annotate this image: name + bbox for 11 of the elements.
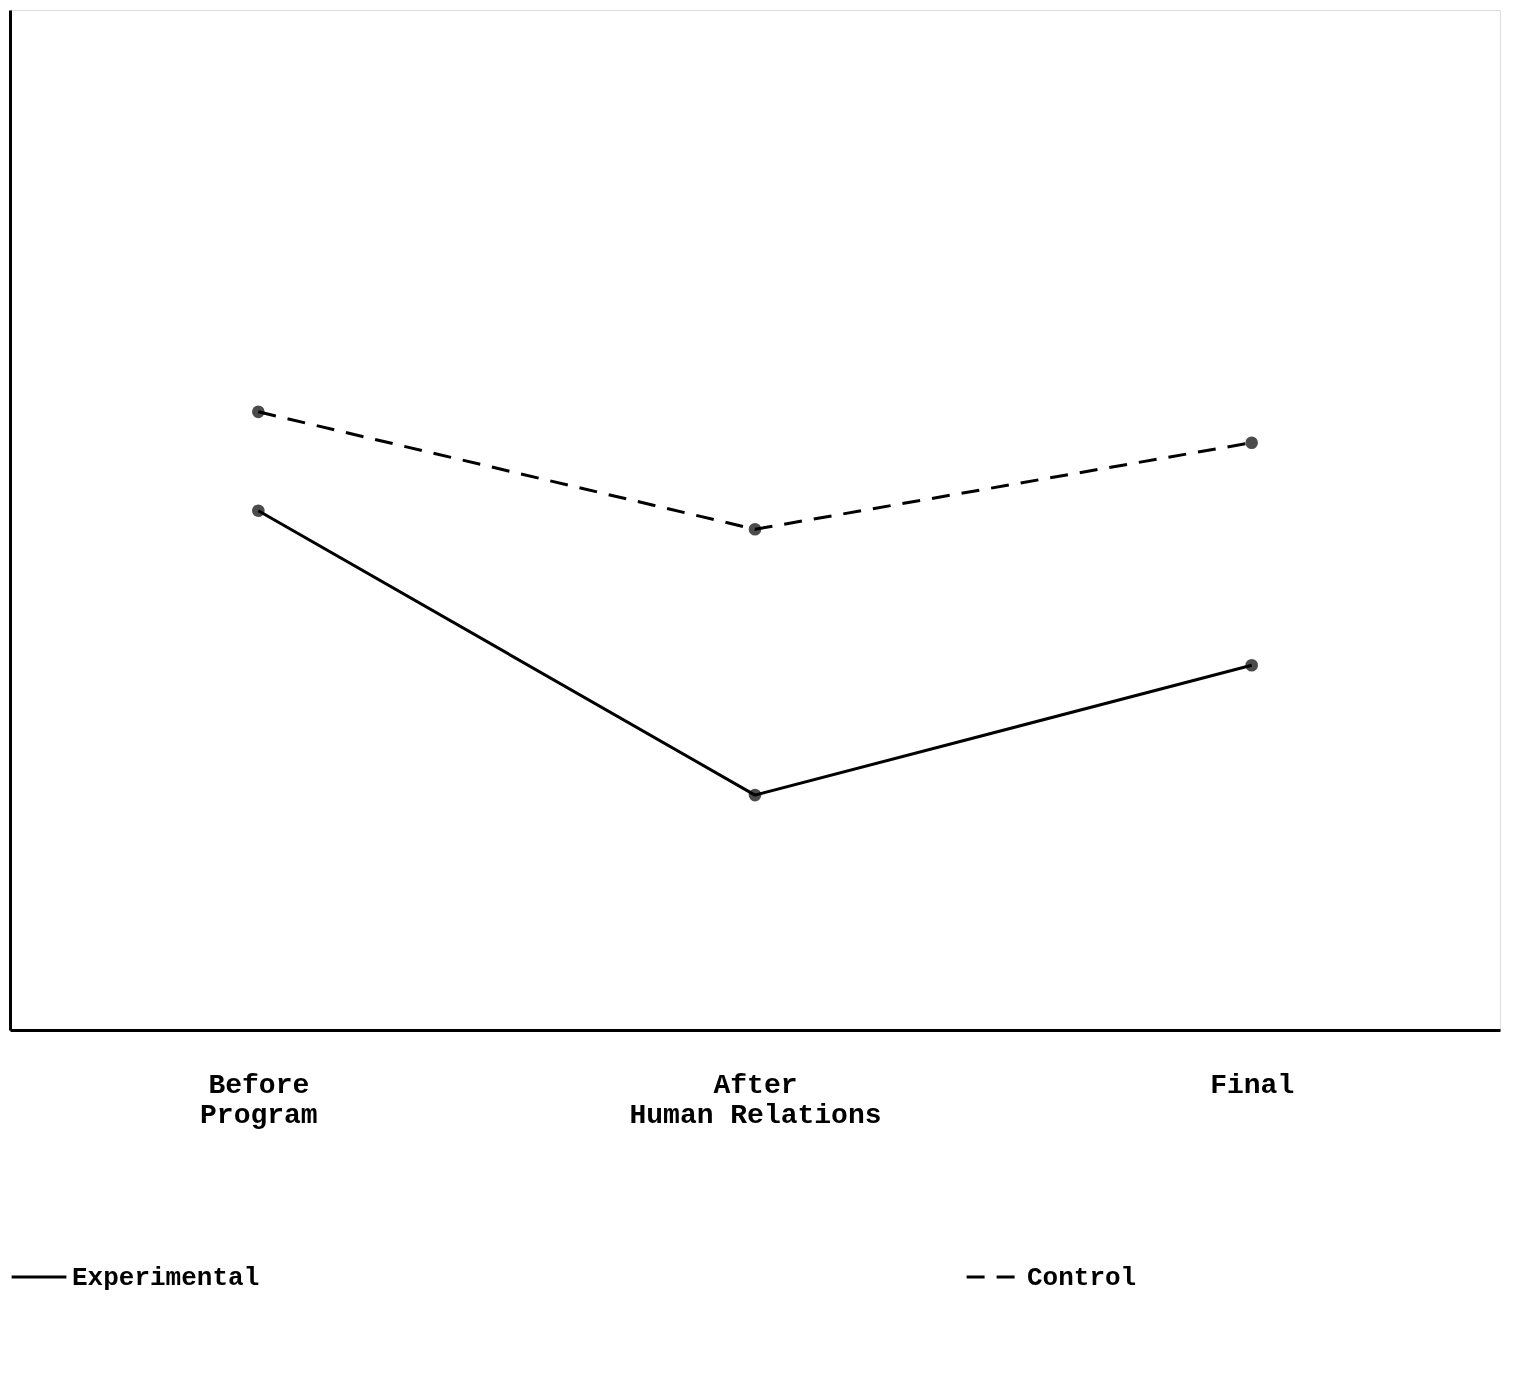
point	[748, 522, 762, 536]
point	[252, 504, 265, 518]
x-tick-label: Final	[1210, 1069, 1295, 1101]
legend-label: Experimental	[72, 1263, 260, 1293]
point	[748, 788, 762, 802]
point	[1245, 436, 1258, 450]
x-tick-label: After Human Relations	[629, 1069, 882, 1131]
point	[252, 405, 265, 419]
legend-label: Control	[1027, 1263, 1137, 1293]
point	[1245, 658, 1258, 672]
x-tick-label: Before Program	[200, 1069, 318, 1131]
